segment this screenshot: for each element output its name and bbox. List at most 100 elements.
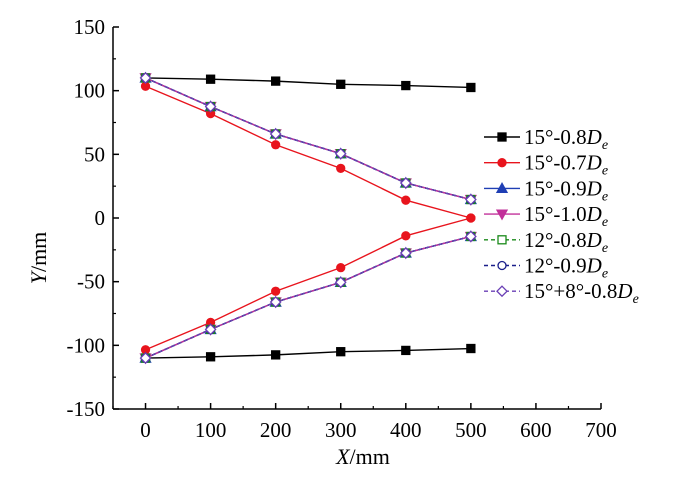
x-tick-label: 600	[520, 418, 552, 442]
legend-label-var: D	[586, 202, 602, 226]
x-tick-label: 300	[325, 418, 357, 442]
data-point-upper	[401, 80, 411, 91]
legend-label-text: 15°-0.7	[524, 151, 587, 175]
series-line-lower	[145, 347, 471, 359]
series-line-lower	[145, 235, 472, 359]
legend-label-sub: e	[602, 189, 608, 204]
data-point-lower	[271, 350, 281, 360]
legend-marker	[497, 235, 507, 245]
legend-marker	[495, 209, 509, 221]
data-point-lower	[205, 352, 216, 362]
y-tick-label: 50	[84, 142, 105, 166]
y-axis-var: Y	[26, 269, 51, 284]
legend-label-sub: e	[602, 138, 608, 153]
legend-label: 12°-0.9De	[524, 254, 608, 282]
series-line-upper	[145, 77, 472, 201]
series-5	[140, 73, 476, 363]
legend-marker	[495, 182, 509, 194]
legend-label-var: D	[586, 228, 602, 252]
legend-marker	[497, 158, 507, 168]
y-tick-label: -150	[67, 397, 106, 421]
legend-label-sub: e	[602, 267, 608, 282]
data-point-upper	[334, 147, 347, 160]
legend-label-var: D	[586, 254, 602, 278]
data-point-lower	[204, 323, 217, 336]
series-2	[139, 71, 477, 363]
data-point-lower	[466, 213, 476, 223]
legend-label-sub: e	[602, 164, 608, 179]
legend-label-var: D	[616, 279, 632, 303]
legend-marker	[497, 132, 507, 142]
series-6	[139, 72, 477, 364]
series-3	[139, 73, 477, 365]
legend-label-text: 12°-0.9	[524, 254, 587, 278]
data-point-upper	[466, 82, 476, 93]
legend-label-var: D	[586, 176, 602, 200]
series-line-upper	[145, 85, 472, 219]
x-axis-unit: /mm	[350, 444, 390, 469]
x-axis-var: X	[335, 444, 351, 469]
y-tick-label: -50	[77, 270, 105, 294]
data-point-lower	[336, 347, 346, 357]
data-point-lower	[336, 263, 346, 273]
y-axis-title: Y/mm	[26, 232, 51, 285]
data-point-upper	[271, 76, 281, 86]
legend-label-sub: e	[633, 292, 639, 307]
series-line-lower	[145, 217, 472, 351]
legend-item: 15°-0.8De	[484, 125, 608, 153]
x-tick-label: 500	[455, 418, 487, 442]
legend-item: 15°-0.7De	[484, 151, 608, 179]
data-point-upper	[205, 74, 216, 84]
series-line-lower	[145, 235, 472, 359]
legend-label: 15°-0.9De	[524, 176, 608, 204]
series-line-lower	[145, 235, 472, 359]
data-point-upper	[399, 177, 412, 189]
data-point-lower	[466, 343, 476, 354]
data-point-lower	[399, 247, 412, 259]
series-line-upper	[145, 77, 471, 89]
legend-item: 15°+8°-0.8De	[484, 279, 639, 307]
y-tick-label: 100	[74, 79, 106, 103]
legend-label-var: D	[586, 151, 602, 175]
series-line-upper	[145, 77, 472, 201]
legend-label: 15°-0.8De	[524, 125, 608, 153]
legend-label-sub: e	[602, 241, 608, 256]
data-point-upper	[336, 163, 346, 173]
series-layer	[139, 71, 477, 365]
series-line-lower	[145, 235, 472, 359]
legend-label: 12°-0.8De	[524, 228, 608, 256]
legend-label: 15°+8°-0.8De	[524, 279, 639, 307]
series-4	[140, 73, 476, 363]
legend-label-text: 15°-0.8	[524, 125, 587, 149]
axes: -150 -100 -50 0 50 100 150 0 100 200 300 400 500 600 7…	[67, 15, 617, 442]
legend-item: 15°-0.9De	[484, 176, 608, 204]
x-tick-label: 100	[195, 418, 227, 442]
data-point-lower	[271, 286, 281, 296]
series-line-upper	[145, 77, 472, 201]
legend-label: 15°-1.0De	[524, 202, 608, 230]
data-point-upper	[401, 195, 411, 205]
x-tick-label: 0	[140, 418, 151, 442]
y-tick-label: 150	[74, 15, 106, 39]
data-point-upper	[269, 128, 282, 140]
series-line-upper	[145, 77, 472, 201]
data-point-lower	[464, 230, 477, 243]
legend-label-sub: e	[602, 215, 608, 230]
legend-label-text: 15°+8°-0.8	[524, 279, 617, 303]
legend-label-text: 15°-1.0	[524, 202, 587, 226]
x-tick-label: 200	[260, 418, 292, 442]
y-tick-label: -100	[67, 333, 106, 357]
series-0	[140, 73, 476, 363]
legend-label-text: 12°-0.8	[524, 228, 587, 252]
data-point-upper	[139, 72, 152, 84]
data-point-upper	[271, 140, 281, 150]
series-line-lower	[145, 235, 472, 359]
x-axis-title: X/mm	[335, 444, 390, 469]
legend-item: 12°-0.9De	[484, 254, 608, 282]
legend-label-text: 15°-0.9	[524, 176, 587, 200]
data-point-upper	[464, 193, 477, 206]
legend-marker	[496, 285, 508, 298]
series-line-upper	[145, 77, 472, 201]
legend-item: 15°-1.0De	[484, 202, 608, 230]
